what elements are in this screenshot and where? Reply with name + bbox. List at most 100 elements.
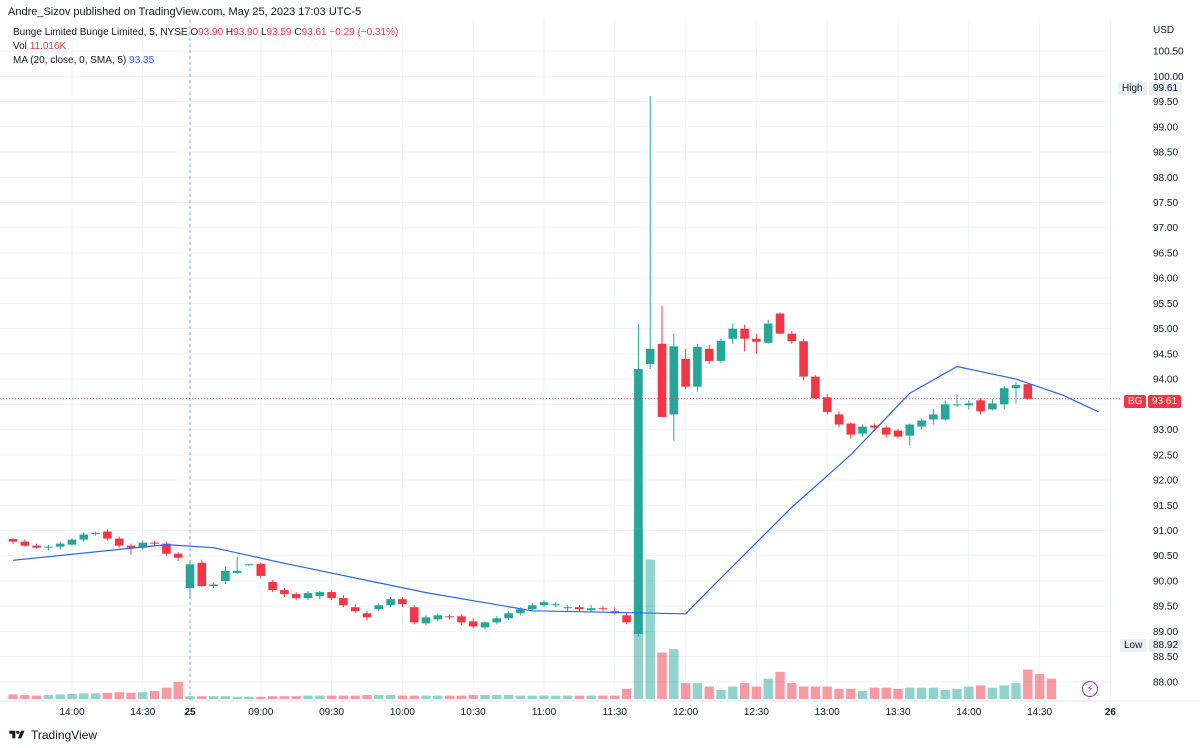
- volume-bar: [574, 695, 585, 699]
- volume-bar: [692, 683, 703, 699]
- candle: [79, 532, 89, 542]
- price-tick-label: 96.00: [1153, 274, 1178, 285]
- volume-bar: [161, 687, 172, 699]
- volume-bar: [987, 687, 998, 699]
- candle-body: [8, 539, 18, 542]
- candle: [693, 343, 702, 392]
- candle-body: [386, 599, 395, 606]
- candle: [138, 540, 148, 550]
- volume-legend[interactable]: Vol 11.016K: [13, 41, 66, 52]
- symbol-legend[interactable]: Bunge Limited Bunge Limited, 5, NYSE O93…: [13, 27, 398, 38]
- candle-body: [586, 608, 596, 611]
- change-value: −0.29 (−0.31%): [329, 27, 399, 38]
- candle-body: [114, 538, 124, 546]
- volume-bar: [728, 686, 738, 699]
- volume-bar: [751, 686, 762, 699]
- candle: [728, 323, 738, 344]
- candle: [704, 344, 714, 364]
- candle-body: [315, 592, 325, 597]
- candle: [917, 418, 926, 430]
- time-tick-label: 12:30: [744, 707, 769, 718]
- volume-bar: [810, 686, 821, 699]
- close-label: C: [294, 27, 302, 38]
- time-tick-label: 09:30: [319, 707, 344, 718]
- candle: [598, 606, 608, 612]
- volume-bar: [102, 692, 113, 699]
- volume-bar: [1046, 678, 1057, 699]
- candle-body: [433, 615, 443, 620]
- candle: [752, 333, 761, 354]
- candle-body: [67, 539, 77, 545]
- candle-body: [799, 341, 808, 377]
- candle-body: [775, 313, 785, 334]
- candle: [811, 375, 820, 400]
- candle-body: [893, 430, 903, 437]
- last-price-badge: 93.61: [1148, 395, 1182, 408]
- ma-legend[interactable]: MA (20, close, 0, SMA, 5) 93.35: [13, 55, 154, 66]
- high-marker-value: 99.61: [1149, 82, 1183, 95]
- candle-body: [291, 594, 301, 599]
- lightning-icon[interactable]: ⚡: [1082, 681, 1098, 697]
- tradingview-logo[interactable]: TradingView: [8, 728, 97, 742]
- candle-body: [787, 333, 797, 342]
- candle: [575, 605, 584, 612]
- candle: [763, 319, 773, 344]
- price-tick-label: 98.00: [1153, 173, 1178, 184]
- candle: [893, 428, 903, 439]
- time-axis[interactable]: 14:00 14:30 25 09:00 09:30 10:00 10:30 11:00 11:…: [0, 700, 1200, 718]
- candle: [315, 591, 325, 600]
- candle-body: [516, 609, 525, 614]
- grid-lines: [0, 20, 1112, 700]
- volume-bar: [893, 688, 903, 699]
- price-tick-label: 95.00: [1153, 324, 1178, 335]
- ma-value: 93.35: [129, 55, 155, 66]
- candle: [657, 305, 667, 417]
- candle-body: [1011, 385, 1021, 389]
- candle-body: [834, 414, 844, 425]
- price-tick-label: 95.50: [1153, 299, 1178, 310]
- ma-series: [12, 365, 1099, 615]
- candles[interactable]: [8, 96, 1033, 637]
- time-tick-label: 14:30: [1027, 707, 1052, 718]
- open-label: O: [190, 27, 199, 38]
- candle: [775, 312, 785, 334]
- time-tick-label: 26: [1105, 707, 1117, 718]
- volume-bar: [905, 687, 915, 699]
- candle-body: [657, 343, 667, 417]
- moving-average-line: [12, 365, 1099, 615]
- candle: [103, 529, 112, 541]
- volume-bar: [220, 696, 231, 699]
- price-axis[interactable]: 88.00 88.50 89.00 89.50 90.00 90.50 91.00 91.50…: [1153, 47, 1184, 689]
- low-marker-value: 88.92: [1149, 639, 1183, 652]
- published-line: Andre_Sizov published on TradingView.com…: [8, 6, 362, 18]
- volume-bar: [610, 695, 620, 699]
- volume-bar: [503, 695, 514, 699]
- candle: [1023, 384, 1033, 400]
- candle: [256, 562, 266, 579]
- volume-bar: [114, 692, 124, 699]
- volume-bar: [680, 683, 691, 699]
- candle: [244, 563, 254, 566]
- candle-body: [91, 533, 100, 535]
- candle: [44, 544, 53, 551]
- volume-bar: [444, 695, 455, 699]
- price-tick-label: 99.50: [1153, 97, 1178, 108]
- candle: [799, 338, 808, 381]
- price-tick-label: 99.00: [1153, 122, 1178, 133]
- candle: [634, 323, 643, 637]
- ma-label: MA (20, close, 0, SMA, 5): [13, 55, 127, 66]
- candle: [740, 324, 749, 352]
- candle-body: [44, 546, 53, 548]
- candle-body: [327, 592, 336, 599]
- time-tick-label: 09:00: [248, 707, 273, 718]
- price-tick-label: 93.00: [1153, 425, 1178, 436]
- candle-body: [728, 328, 738, 339]
- volume-bar: [197, 696, 207, 699]
- volume-bar: [857, 691, 868, 699]
- price-tick-label: 88.00: [1153, 677, 1178, 688]
- candle-body: [79, 534, 89, 540]
- volume-bar: [869, 687, 880, 699]
- candle: [114, 536, 124, 548]
- candle: [67, 538, 77, 546]
